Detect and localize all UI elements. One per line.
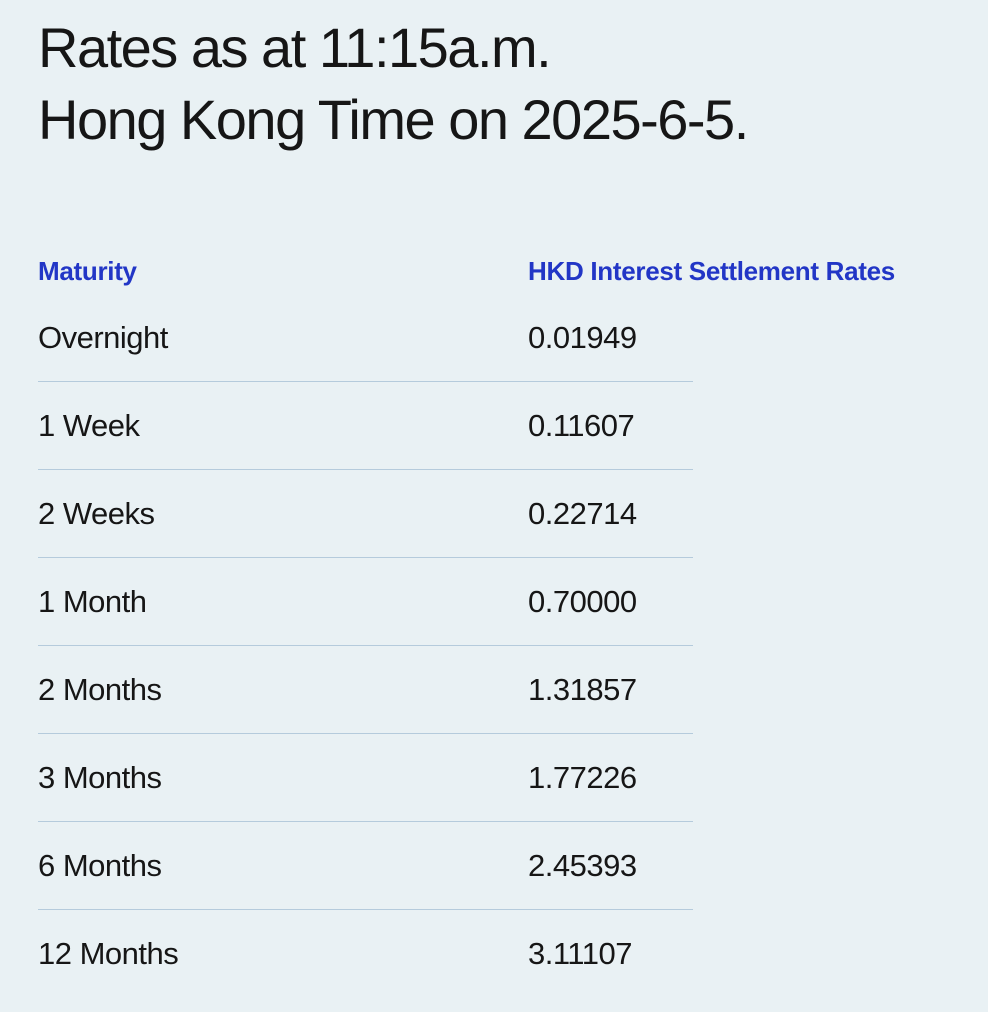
maturity-cell: 2 Weeks bbox=[38, 496, 155, 531]
maturity-cell: Overnight bbox=[38, 320, 168, 355]
table-row: 1 Month 0.70000 bbox=[38, 558, 950, 646]
table-header-row: Maturity HKD Interest Settlement Rates bbox=[38, 254, 950, 288]
page-title-line-2: Hong Kong Time on 2025-6-5. bbox=[38, 88, 749, 151]
column-header-settlement-rates: HKD Interest Settlement Rates bbox=[528, 255, 895, 286]
table-row: 2 Months 1.31857 bbox=[38, 646, 950, 734]
maturity-cell: 2 Months bbox=[38, 672, 162, 707]
rates-table: Maturity HKD Interest Settlement Rates O… bbox=[38, 254, 950, 998]
maturity-cell: 6 Months bbox=[38, 848, 162, 883]
table-row: 6 Months 2.45393 bbox=[38, 822, 950, 910]
maturity-cell: 1 Week bbox=[38, 408, 140, 443]
maturity-cell: 3 Months bbox=[38, 760, 162, 795]
table-row: Overnight 0.01949 bbox=[38, 294, 950, 382]
maturity-cell: 1 Month bbox=[38, 584, 147, 619]
column-header-maturity: Maturity bbox=[38, 255, 137, 286]
table-row: 3 Months 1.77226 bbox=[38, 734, 950, 822]
rate-cell: 1.31857 bbox=[528, 672, 637, 707]
table-row: 12 Months 3.11107 bbox=[38, 910, 950, 998]
table-row: 1 Week 0.11607 bbox=[38, 382, 950, 470]
rate-cell: 0.70000 bbox=[528, 584, 637, 619]
maturity-cell: 12 Months bbox=[38, 936, 179, 971]
rate-cell: 3.11107 bbox=[528, 936, 632, 971]
rate-cell: 2.45393 bbox=[528, 848, 637, 883]
rate-cell: 0.11607 bbox=[528, 408, 635, 443]
page-title: Rates as at 11:15a.m. Hong Kong Time on … bbox=[38, 12, 950, 156]
rate-cell: 0.01949 bbox=[528, 320, 637, 355]
table-row: 2 Weeks 0.22714 bbox=[38, 470, 950, 558]
rate-cell: 0.22714 bbox=[528, 496, 637, 531]
rate-cell: 1.77226 bbox=[528, 760, 637, 795]
page-title-line-1: Rates as at 11:15a.m. bbox=[38, 16, 552, 79]
